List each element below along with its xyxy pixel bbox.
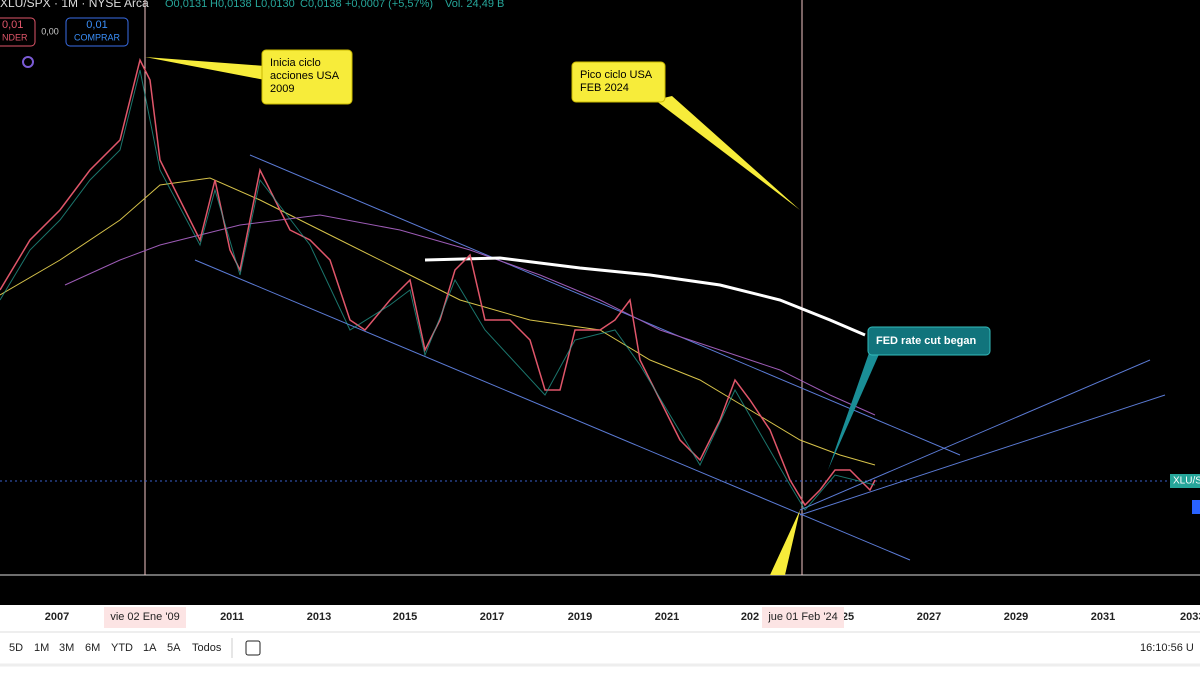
channel-line [799,394,1166,516]
cursor-label: vie 02 Ene '09 [110,611,179,623]
callout-pointer [828,350,880,470]
time-label: 2015 [393,611,417,623]
time-label: 2031 [1091,611,1115,623]
time-label: 2033 [1180,611,1200,623]
time-label: 2013 [307,611,331,623]
clock: 16:10:56 U [1140,642,1194,654]
sell-price: 0,01 [2,19,23,31]
range-button[interactable]: 1M [34,642,49,654]
range-button[interactable]: 5A [167,642,181,654]
price-path [0,57,876,507]
channel-line [799,359,1151,511]
price-tag [1192,500,1200,514]
time-label: 2011 [220,611,244,623]
buy-label: COMPRAR [74,32,121,42]
callout [261,49,353,105]
callout-text: acciones USA [270,70,340,82]
cursor-label: jue 01 Feb '24 [767,611,837,623]
spread: 0,00 [41,26,59,36]
moving-average [424,256,866,337]
ohlc: H0,0138 [210,0,252,10]
callout [867,326,991,356]
range-button[interactable]: 6M [85,642,100,654]
cursor-tag [104,607,186,628]
price-path [0,69,876,511]
buy-price: 0,01 [86,19,107,31]
volume: Vol. 24,49 B [445,0,504,10]
callout-text: 2009 [270,83,294,95]
sell-button[interactable] [0,17,36,47]
callout-text: FEB 2024 [580,82,629,94]
range-button[interactable]: YTD [111,642,133,654]
time-label: 2019 [568,611,592,623]
callout-text: FED rate cut began [876,335,977,347]
ohlc: C0,0138 [300,0,342,10]
time-label: 2029 [1004,611,1028,623]
ohlc: O0,0131 [165,0,207,10]
moving-average [0,177,876,466]
channel-line [194,259,911,561]
callout [571,61,666,103]
symbol: XLU/SPX · 1M · NYSE Arca [0,0,149,10]
time-label: 2027 [917,611,941,623]
time-label: 2007 [45,611,69,623]
calendar-icon[interactable] [245,640,261,656]
range-button[interactable]: Todos [192,642,222,654]
footer [0,605,1200,675]
price-tag [1170,474,1200,488]
time-label: 25 [842,611,854,623]
time-label: 2021 [655,611,679,623]
change: +0,0007 (+5,57%) [345,0,433,10]
moving-average [64,214,876,416]
buy-button[interactable] [65,17,129,47]
callout-pointer [145,57,265,80]
cursor-tag [762,607,844,628]
range-button[interactable]: 5D [9,642,23,654]
callout-text: Pico ciclo USA [580,69,653,81]
ohlc: L0,0130 [255,0,295,10]
price-tag-text: XLU/S [1173,476,1200,487]
callout-text: Inicia ciclo [270,57,321,69]
range-button[interactable]: 3M [59,642,74,654]
channel-line [249,154,961,456]
sell-label: NDER [2,32,28,42]
range-button[interactable]: 1A [143,642,157,654]
time-label: 2017 [480,611,504,623]
callout-pointer [655,96,800,210]
callout-pointer [770,510,800,575]
time-label: 202 [741,611,759,623]
icon[interactable] [22,56,34,68]
